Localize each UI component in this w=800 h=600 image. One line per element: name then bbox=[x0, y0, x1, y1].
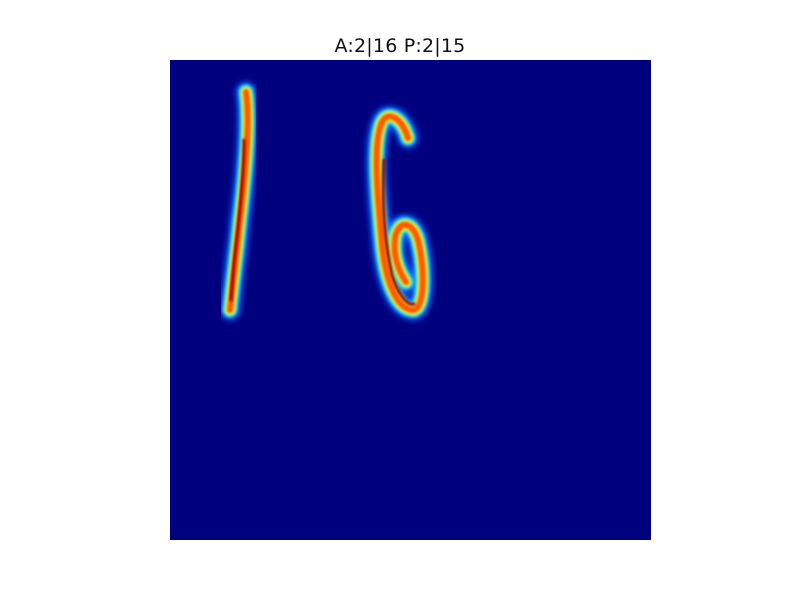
heatmap-plot-area bbox=[170, 60, 651, 540]
heatmap-glyph-six bbox=[366, 106, 433, 320]
chart-title: A:2|16 P:2|15 bbox=[334, 35, 466, 57]
heatmap-image bbox=[170, 60, 651, 540]
heatmap-glyph-one bbox=[220, 82, 258, 320]
